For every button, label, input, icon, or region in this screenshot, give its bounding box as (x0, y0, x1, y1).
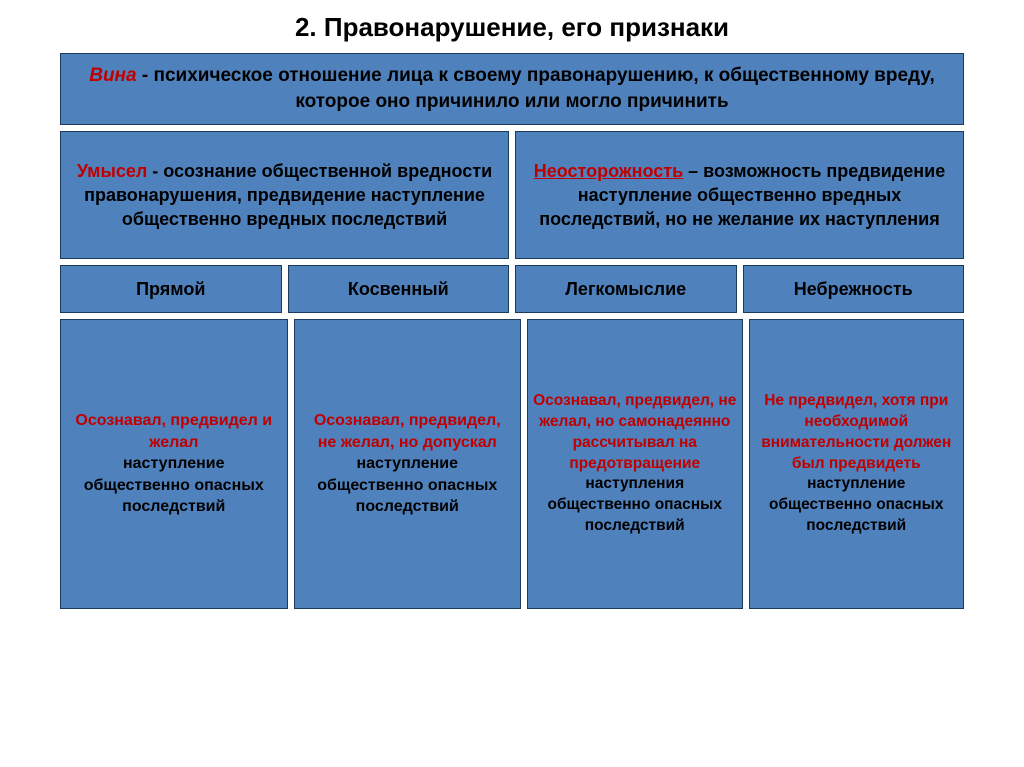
detail-1-black: наступление общественно опасных последст… (305, 453, 511, 518)
detail-3-red: Не предвидел, хотя при необходимой внима… (754, 391, 960, 475)
label-pryamoy: Прямой (60, 265, 282, 313)
neost-lead: Неосторожность (534, 161, 683, 181)
detail-0-red: Осознавал, предвидел и желал (71, 410, 277, 453)
umysel-lead: Умысел (77, 161, 147, 181)
page-title: 2. Правонарушение, его признаки (60, 12, 964, 43)
label-kosvenny: Косвенный (288, 265, 510, 313)
vine-text: - психическое отношение лица к своему пр… (137, 65, 935, 112)
vine-lead: Вина (89, 65, 136, 86)
detail-0-black: наступление общественно опасных последст… (71, 453, 277, 518)
detail-3-black: наступление общественно опасных последст… (754, 474, 960, 537)
detail-kosvenny: Осознавал, предвидел, не желал, но допус… (294, 319, 522, 609)
detail-2-red: Осознавал, предвидел, не желал, но самон… (532, 391, 738, 475)
label-nebrezhnost: Небрежность (743, 265, 965, 313)
box-vine: Вина - психическое отношение лица к свое… (60, 53, 964, 125)
detail-legkomyslie: Осознавал, предвидел, не желал, но самон… (527, 319, 743, 609)
detail-1-red: Осознавал, предвидел, не желал, но допус… (305, 410, 511, 453)
label-legkomyslie: Легкомыслие (515, 265, 737, 313)
detail-2-black: наступления общественно опасных последст… (532, 474, 738, 537)
box-neostorozhnost: Неосторожность – возможность предвидение… (515, 131, 964, 259)
detail-nebrezhnost: Не предвидел, хотя при необходимой внима… (749, 319, 965, 609)
detail-pryamoy: Осознавал, предвидел и желал наступление… (60, 319, 288, 609)
box-umysel: Умысел - осознание общественной вредност… (60, 131, 509, 259)
